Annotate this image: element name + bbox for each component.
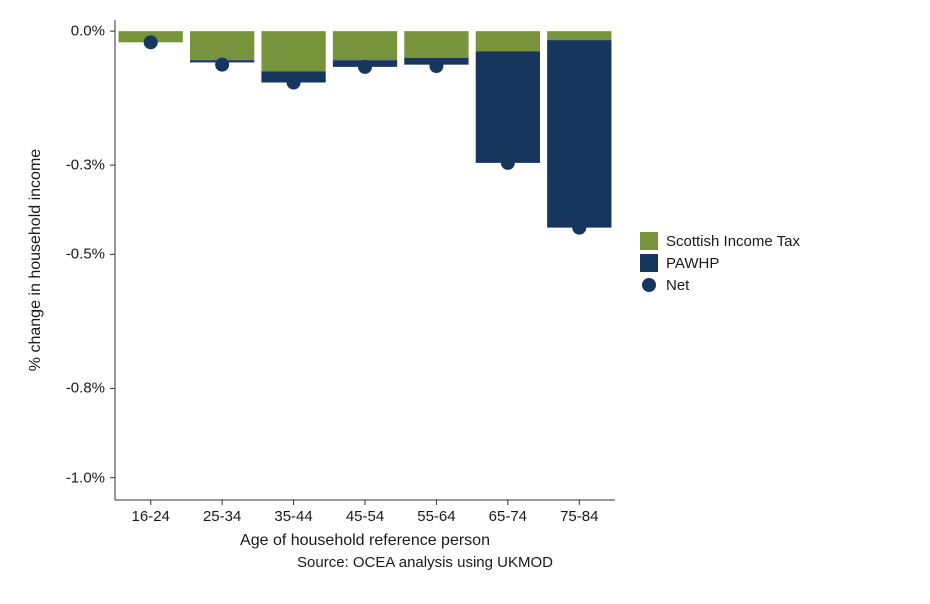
y-tick-label: -1.0% [66, 469, 105, 486]
y-tick-label: -0.8% [66, 380, 105, 397]
bar-sit [404, 31, 468, 58]
bar-sit [547, 31, 611, 40]
legend-item: PAWHP [640, 252, 800, 274]
legend-label: PAWHP [666, 255, 719, 272]
y-tick-label: -0.5% [66, 246, 105, 263]
net-marker [358, 60, 372, 74]
plot-area [115, 20, 615, 500]
x-tick-label: 16-24 [132, 508, 170, 525]
legend-item: Scottish Income Tax [640, 230, 800, 252]
legend-swatch-icon [640, 232, 658, 250]
source-caption: Source: OCEA analysis using UKMOD [297, 554, 553, 571]
y-tick-label: -0.3% [66, 157, 105, 174]
legend-item: Net [640, 274, 800, 296]
y-axis-label: % change in household income [27, 149, 45, 371]
legend-dot-icon [642, 278, 656, 292]
legend-label: Scottish Income Tax [666, 233, 800, 250]
net-marker [215, 58, 229, 72]
net-marker [144, 35, 158, 49]
bar-sit [476, 31, 540, 51]
chart-container: 0.0% -0.3% -0.5% -0.8% -1.0% 16-24 25-34 35-44… [0, 0, 930, 604]
x-tick-label: 45-54 [346, 508, 384, 525]
legend: Scottish Income Tax PAWHP Net [640, 230, 800, 296]
y-tick-label: 0.0% [71, 23, 105, 40]
legend-swatch-icon [640, 254, 658, 272]
net-marker [501, 156, 515, 170]
net-marker [287, 76, 301, 90]
x-tick-label: 65-74 [489, 508, 527, 525]
x-tick-label: 75-84 [560, 508, 598, 525]
x-tick-label: 25-34 [203, 508, 241, 525]
x-tick-label: 35-44 [274, 508, 312, 525]
net-marker [429, 59, 443, 73]
x-tick-label: 55-64 [417, 508, 455, 525]
bar-pawhp [476, 51, 540, 163]
bar-sit [190, 31, 254, 60]
x-axis-label: Age of household reference person [240, 532, 490, 550]
bar-pawhp [547, 40, 611, 228]
bar-sit [333, 31, 397, 60]
legend-label: Net [666, 277, 689, 294]
plot-svg [115, 20, 615, 500]
bar-sit [261, 31, 325, 71]
net-marker [572, 221, 586, 235]
